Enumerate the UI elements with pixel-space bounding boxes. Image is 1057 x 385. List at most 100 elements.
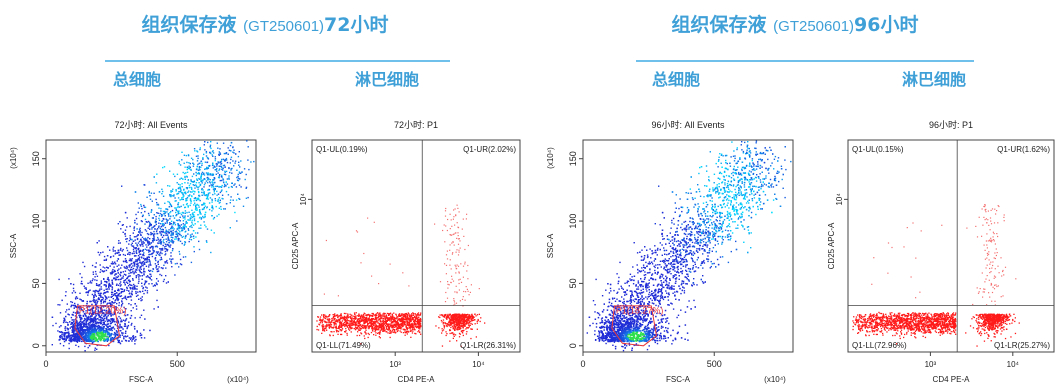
event-point [59, 338, 61, 341]
event-point [190, 179, 192, 181]
event-point [335, 328, 337, 330]
event-point [156, 283, 158, 285]
event-point [178, 266, 180, 268]
event-point [77, 338, 80, 341]
event-point [178, 191, 180, 193]
event-point [122, 319, 125, 321]
event-point [89, 282, 91, 284]
event-point [135, 213, 137, 216]
event-point [168, 201, 171, 203]
event-point [112, 314, 114, 316]
event-point [169, 223, 172, 225]
event-point [131, 262, 133, 265]
event-point [417, 323, 419, 325]
event-point [179, 253, 181, 255]
event-point [129, 296, 131, 298]
event-point [217, 147, 219, 149]
event-point [219, 152, 221, 154]
event-point [202, 215, 204, 218]
event-point [64, 295, 67, 297]
event-point [109, 302, 111, 304]
event-point [417, 324, 419, 326]
event-point [370, 317, 373, 320]
event-point [197, 221, 199, 223]
event-point [176, 210, 179, 212]
event-point [188, 162, 190, 164]
event-point [95, 304, 98, 306]
event-point [78, 336, 80, 338]
event-point [117, 339, 119, 342]
event-point [198, 210, 201, 212]
event-point [171, 195, 173, 197]
event-point [152, 234, 155, 237]
event-point [117, 269, 119, 272]
event-point [94, 270, 97, 273]
event-point [165, 261, 168, 263]
event-point [91, 313, 93, 315]
event-point [189, 183, 192, 185]
event-point [357, 322, 359, 324]
event-point [216, 142, 218, 144]
event-point [466, 317, 468, 319]
event-point [136, 237, 139, 240]
event-point [84, 328, 86, 331]
event-point [373, 322, 375, 324]
event-point [109, 272, 112, 274]
event-point [125, 298, 128, 301]
event-point [219, 179, 221, 182]
event-point [345, 325, 348, 327]
event-point [234, 162, 236, 164]
event-point [392, 320, 394, 323]
event-point [372, 318, 374, 320]
event-point [104, 340, 107, 342]
event-point [116, 292, 118, 294]
event-point [129, 235, 131, 237]
event-point [122, 277, 124, 279]
event-point [390, 317, 392, 320]
event-point [167, 219, 169, 221]
event-point [367, 314, 369, 316]
event-point [220, 161, 222, 163]
event-point [135, 308, 138, 310]
event-point [103, 300, 105, 303]
event-point [153, 308, 155, 310]
event-point [351, 320, 353, 322]
event-point [166, 221, 168, 224]
event-point [375, 318, 377, 320]
event-point [98, 325, 100, 327]
event-point [156, 228, 159, 230]
event-point [453, 317, 455, 320]
event-point [158, 215, 161, 217]
event-point [319, 322, 321, 324]
event-point [148, 266, 150, 268]
event-point [207, 198, 209, 200]
event-point [222, 169, 224, 171]
event-point [95, 337, 97, 339]
event-point [124, 229, 127, 231]
event-point [189, 236, 192, 238]
event-point [72, 339, 75, 342]
event-point [131, 245, 133, 247]
event-point [182, 194, 184, 196]
event-point [373, 327, 375, 329]
event-point [72, 323, 75, 326]
event-point [333, 322, 335, 324]
event-point [198, 185, 200, 188]
event-point [400, 319, 402, 321]
event-point [181, 212, 184, 214]
event-point [205, 195, 208, 197]
event-point [212, 188, 215, 190]
event-point [202, 179, 204, 181]
event-point [410, 336, 412, 338]
event-point [187, 206, 189, 208]
event-point [409, 316, 411, 319]
event-point [156, 239, 158, 241]
event-point [139, 249, 142, 252]
event-point [67, 328, 69, 331]
event-point [159, 223, 162, 225]
event-point [164, 222, 166, 224]
event-point [79, 320, 82, 323]
event-point [390, 331, 392, 334]
event-point [200, 218, 202, 220]
event-point [122, 275, 124, 277]
